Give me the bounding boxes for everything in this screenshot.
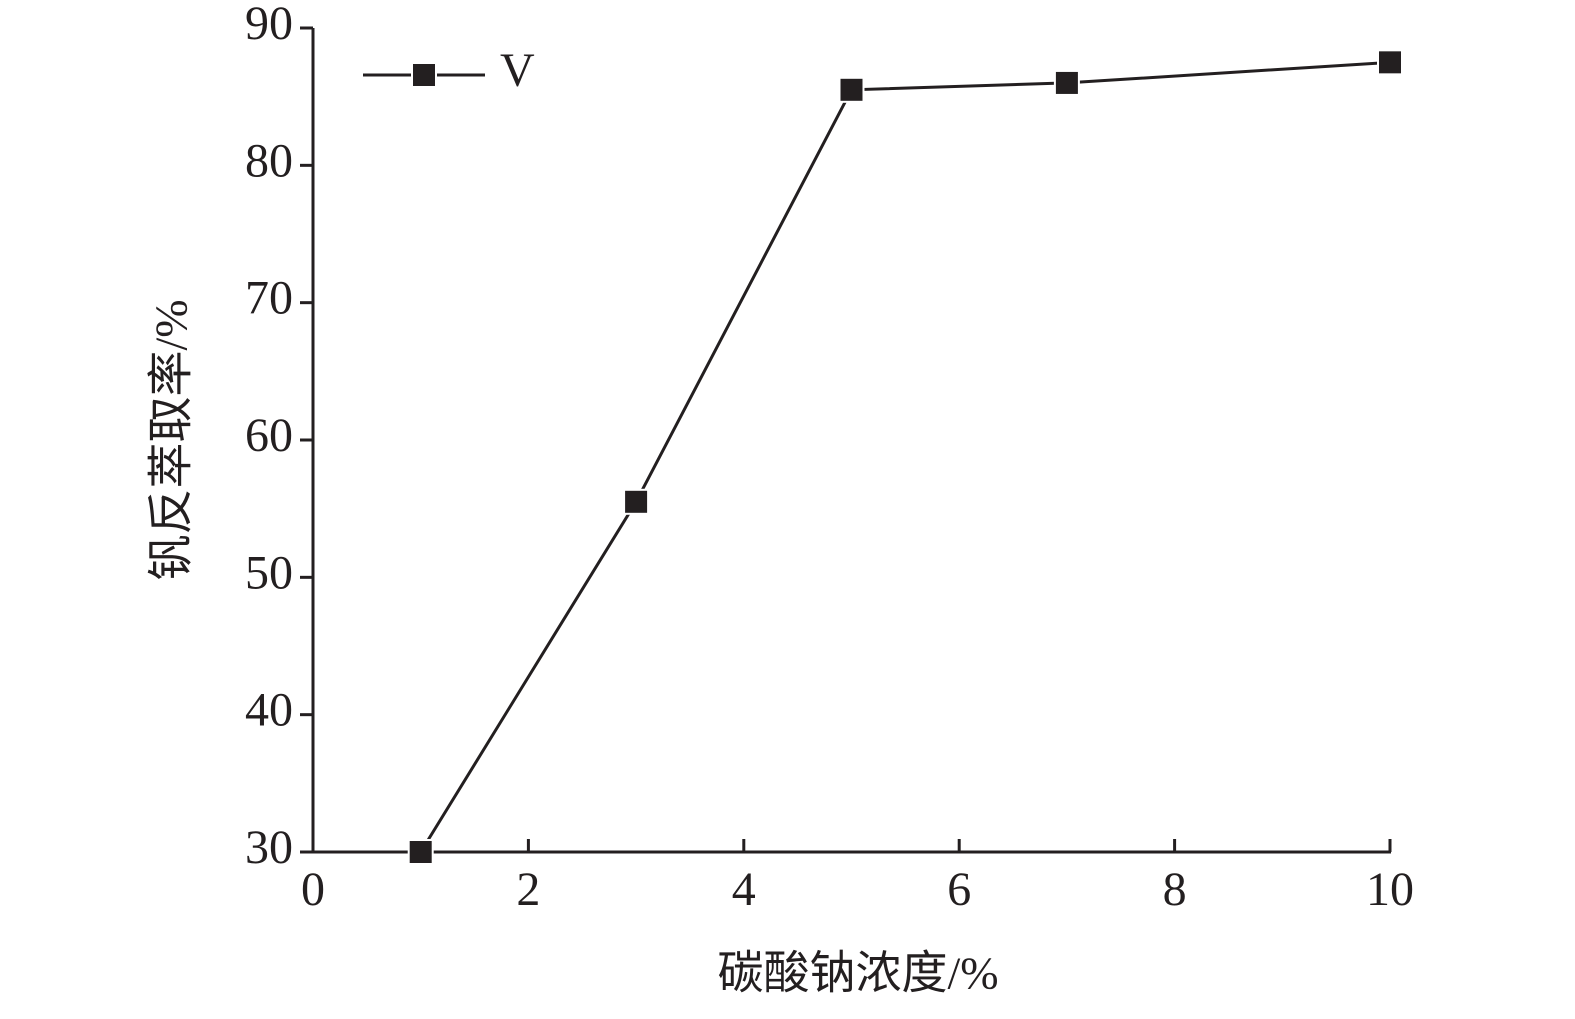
y-tick-label: 70	[245, 272, 293, 325]
y-tick-label: 40	[245, 684, 293, 737]
marker	[838, 76, 865, 103]
marker	[1053, 69, 1080, 96]
marker	[623, 488, 650, 515]
y-tick-label: 90	[245, 0, 293, 50]
y-tick-label: 30	[245, 821, 293, 874]
marker	[1377, 49, 1403, 76]
x-tick-label: 10	[1366, 863, 1414, 916]
line	[419, 60, 1391, 853]
y-tick-label: 80	[245, 134, 293, 187]
y-tick-label: 60	[245, 409, 293, 462]
marker	[407, 839, 434, 865]
y-axis-label: 钒反萃取率/%	[146, 299, 197, 580]
legend-marker	[411, 62, 437, 88]
x-tick-label: 2	[516, 863, 540, 916]
x-tick-label: 8	[1163, 863, 1187, 916]
x-tick-label: 0	[301, 863, 325, 916]
y-tick-label: 50	[245, 546, 293, 599]
legend-label: V	[500, 44, 535, 97]
x-tick-label: 6	[947, 863, 971, 916]
x-axis-label: 碳酸钠浓度/%	[717, 948, 998, 999]
x-tick-label: 4	[732, 863, 756, 916]
